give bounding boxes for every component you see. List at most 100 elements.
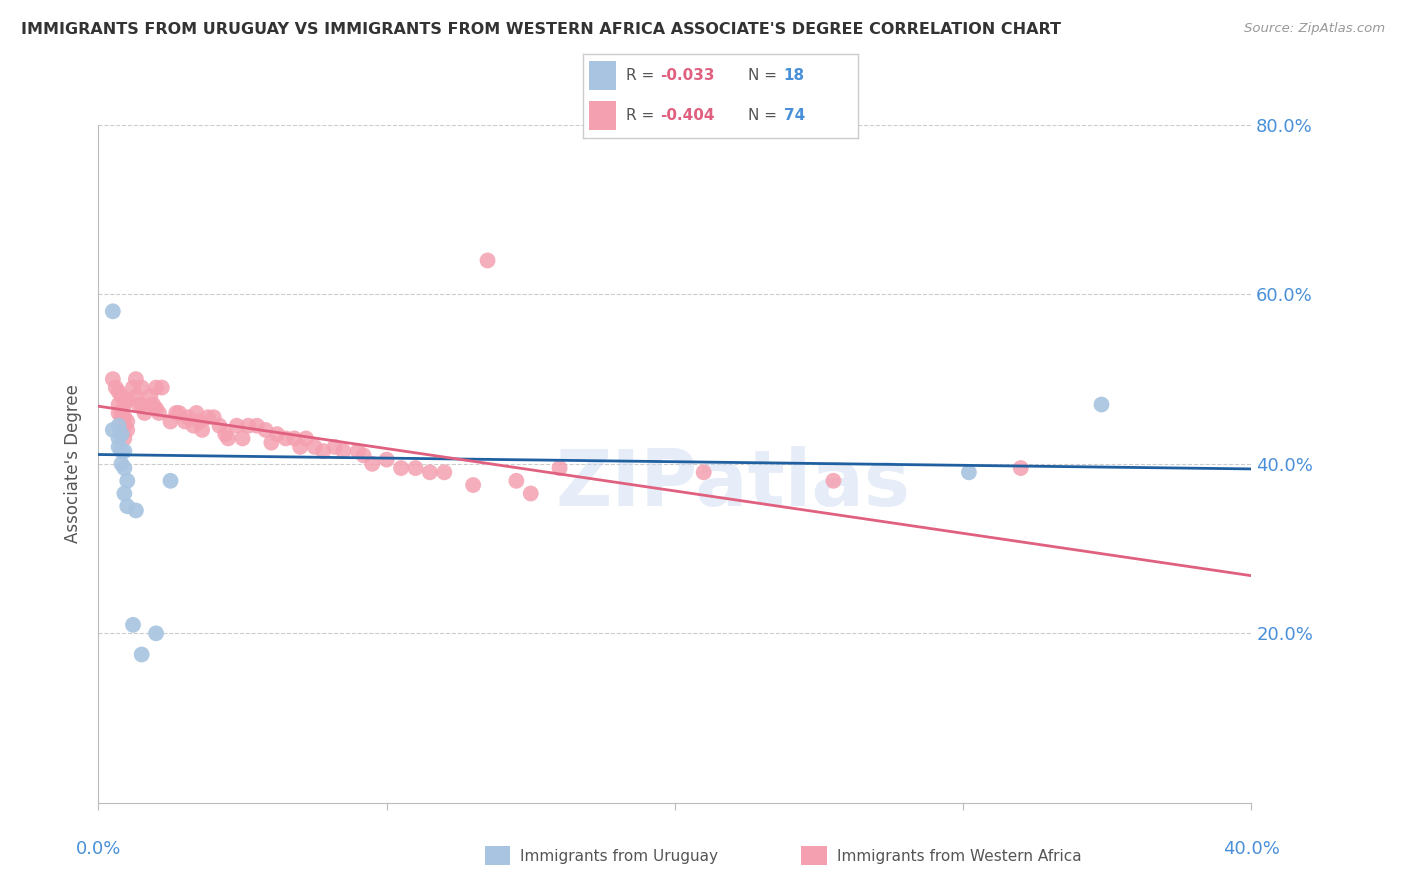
- Point: [131, 398, 153, 412]
- Point: [274, 432, 297, 446]
- Point: [461, 478, 484, 492]
- Point: [290, 440, 312, 454]
- Point: [142, 398, 165, 412]
- Point: [112, 486, 135, 500]
- Text: N =: N =: [748, 68, 782, 83]
- Text: N =: N =: [748, 108, 782, 123]
- Point: [117, 415, 139, 429]
- Point: [148, 406, 170, 420]
- Point: [520, 486, 543, 500]
- Point: [214, 427, 236, 442]
- Point: [104, 381, 127, 395]
- Point: [165, 406, 187, 420]
- Point: [110, 427, 132, 442]
- Point: [353, 449, 375, 463]
- Point: [202, 410, 225, 425]
- Text: IMMIGRANTS FROM URUGUAY VS IMMIGRANTS FROM WESTERN AFRICA ASSOCIATE'S DEGREE COR: IMMIGRANTS FROM URUGUAY VS IMMIGRANTS FR…: [21, 22, 1062, 37]
- Point: [128, 398, 150, 412]
- Point: [1010, 461, 1032, 475]
- Point: [304, 440, 326, 454]
- Point: [101, 423, 124, 437]
- Point: [505, 474, 527, 488]
- Point: [266, 427, 288, 442]
- Point: [107, 432, 129, 446]
- Point: [110, 389, 132, 403]
- Point: [260, 435, 283, 450]
- Point: [332, 444, 354, 458]
- Point: [125, 372, 148, 386]
- Point: [238, 418, 260, 433]
- Point: [112, 444, 135, 458]
- Point: [110, 410, 132, 425]
- Point: [1090, 398, 1112, 412]
- Point: [159, 415, 181, 429]
- Point: [107, 406, 129, 420]
- Point: [110, 406, 132, 420]
- Point: [167, 406, 190, 420]
- Point: [183, 418, 205, 433]
- Point: [197, 410, 219, 425]
- Point: [693, 466, 716, 480]
- Point: [186, 406, 208, 420]
- Point: [117, 393, 139, 408]
- Bar: [589, 101, 616, 130]
- Point: [110, 444, 132, 458]
- Text: 74: 74: [783, 108, 804, 123]
- Point: [107, 418, 129, 433]
- Point: [112, 398, 135, 412]
- Point: [107, 398, 129, 412]
- Point: [957, 466, 980, 480]
- Point: [191, 423, 214, 437]
- Point: [477, 253, 499, 268]
- Text: R =: R =: [626, 108, 659, 123]
- Point: [217, 432, 239, 446]
- Point: [112, 461, 135, 475]
- Point: [188, 415, 211, 429]
- Point: [177, 410, 200, 425]
- Text: 18: 18: [783, 68, 804, 83]
- Text: Immigrants from Western Africa: Immigrants from Western Africa: [837, 849, 1081, 863]
- Point: [419, 466, 441, 480]
- Text: Source: ZipAtlas.com: Source: ZipAtlas.com: [1244, 22, 1385, 36]
- Point: [312, 444, 335, 458]
- Point: [254, 423, 277, 437]
- Point: [389, 461, 412, 475]
- Point: [405, 461, 427, 475]
- Point: [548, 461, 571, 475]
- Point: [112, 432, 135, 446]
- Text: 40.0%: 40.0%: [1223, 840, 1279, 858]
- Point: [361, 457, 384, 471]
- Point: [134, 406, 156, 420]
- Point: [159, 474, 181, 488]
- Text: -0.033: -0.033: [661, 68, 714, 83]
- Point: [101, 304, 124, 318]
- Point: [295, 432, 318, 446]
- Text: 0.0%: 0.0%: [76, 840, 121, 858]
- Point: [139, 389, 162, 403]
- Point: [117, 474, 139, 488]
- Point: [283, 432, 305, 446]
- Point: [107, 440, 129, 454]
- Bar: [589, 62, 616, 90]
- Point: [145, 381, 167, 395]
- Point: [110, 457, 132, 471]
- Point: [346, 444, 368, 458]
- Point: [231, 432, 254, 446]
- Text: R =: R =: [626, 68, 659, 83]
- Point: [131, 648, 153, 662]
- Point: [125, 503, 148, 517]
- Point: [174, 415, 197, 429]
- Point: [323, 440, 346, 454]
- Point: [122, 381, 145, 395]
- Point: [145, 626, 167, 640]
- Point: [117, 423, 139, 437]
- Point: [101, 372, 124, 386]
- Point: [433, 466, 456, 480]
- Text: -0.404: -0.404: [661, 108, 714, 123]
- Point: [246, 418, 269, 433]
- Point: [225, 418, 247, 433]
- Point: [208, 418, 231, 433]
- Point: [122, 618, 145, 632]
- Point: [375, 452, 398, 467]
- Text: ZIPatlas: ZIPatlas: [555, 446, 910, 522]
